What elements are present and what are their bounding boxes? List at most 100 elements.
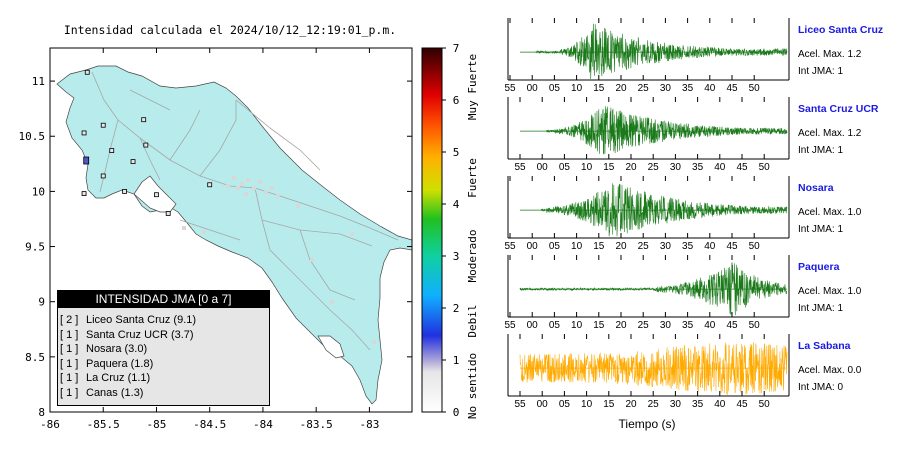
time-tick-label: 45 (736, 162, 748, 173)
legend-level: [ 1 ] (60, 328, 79, 341)
map-title: Intensidad calculada el 2024/10/12_12:19… (64, 23, 396, 37)
time-tick-label: 15 (593, 320, 605, 331)
golfo-dulce (317, 335, 345, 359)
waveform-panel: 55 00 05 10 15 20 25 30 35 40 45 50 Santa Cruz UCR Ac… (507, 97, 879, 173)
colorbar-gradient (421, 47, 443, 413)
intensity-legend (57, 290, 270, 406)
colorbar-tick-label: 0 (453, 406, 460, 419)
time-tick-label: 00 (537, 399, 549, 410)
time-tick-label: 50 (749, 241, 761, 252)
time-tick-label: 35 (682, 320, 694, 331)
int-jma: Int JMA: 1 (798, 303, 843, 314)
waveform-trace (535, 23, 788, 80)
colorbar-ticks: 0 1 2 3 4 5 6 7 (442, 42, 460, 419)
colorbar-tick-label: 2 (453, 302, 460, 315)
station-marker (207, 182, 213, 188)
time-tick-label: 15 (593, 83, 605, 94)
colorbar-category-label: Fuerte (466, 158, 479, 198)
colorbar-category-label: No sentido (466, 353, 479, 419)
station-name: Santa Cruz UCR (798, 103, 879, 115)
lon-tick-label: -84.5 (193, 418, 226, 431)
waveform-trace (546, 106, 788, 155)
time-tick-label: 40 (704, 320, 716, 331)
time-tick-label: 55 (504, 241, 516, 252)
time-axis-label: Tiempo (s) (619, 417, 676, 431)
time-tick-label: 10 (571, 83, 583, 94)
colorbar-tick-label: 1 (453, 354, 460, 367)
time-tick-label: 05 (559, 162, 571, 173)
legend-title: INTENSIDAD JMA [0 a 7] (57, 290, 270, 308)
lat-tick-label: 9.5 (25, 241, 45, 254)
lat-tick-label: 10.5 (19, 130, 46, 143)
station-marker (81, 130, 87, 136)
station-marker (83, 156, 90, 165)
waveform-panel: 55 00 05 10 15 20 25 30 35 40 45 50 Paquera Acel. Max… (504, 255, 862, 331)
time-tick-label: 30 (660, 320, 672, 331)
lat-tick-label: 8.5 (25, 351, 45, 364)
waveform-panel: 55 00 05 10 15 20 25 30 35 40 45 50 Nosara Acel. Max.… (504, 176, 862, 252)
legend-row: [ 2 ] Liceo Santa Cruz (9.1) (60, 313, 260, 328)
time-tick-label: 55 (504, 320, 516, 331)
time-tick-label: 45 (736, 399, 748, 410)
legend-station: Santa Cruz UCR (3.7) (86, 328, 194, 341)
station-marker (141, 117, 147, 123)
time-tick-label: 05 (559, 399, 571, 410)
waveform-panel: 55 00 05 10 15 20 25 30 35 40 45 50 La Sabana Acel. M… (507, 334, 862, 410)
colorbar-categories: No sentido Debil Moderado Fuerte Muy Fuerte (466, 54, 479, 419)
waveform-trace (541, 183, 788, 237)
station-name: Paquera (798, 261, 840, 273)
time-tick-label: 05 (549, 320, 561, 331)
colorbar-tick-label: 5 (453, 146, 460, 159)
time-tick-label: 40 (704, 83, 716, 94)
accel-max: Acel. Max. 1.2 (798, 49, 862, 60)
legend-level: [ 1 ] (60, 357, 79, 370)
colorbar-category-label: Debil (466, 304, 479, 337)
time-tick-label: 20 (615, 241, 627, 252)
time-tick-label: 00 (527, 241, 539, 252)
time-tick-label: 00 (527, 320, 539, 331)
station-name: La Sabana (798, 340, 851, 352)
int-jma: Int JMA: 1 (798, 66, 843, 77)
legend-level: [ 1 ] (60, 386, 79, 399)
accel-max: Acel. Max. 1.0 (798, 286, 862, 297)
lon-tick-label: -83 (359, 418, 379, 431)
time-tick-label: 05 (549, 241, 561, 252)
time-tick-label: 25 (638, 83, 650, 94)
lat-tick-label: 8 (38, 406, 45, 419)
int-jma: Int JMA: 1 (798, 224, 843, 235)
time-tick-label: 10 (571, 241, 583, 252)
colorbar: 0 1 2 3 4 5 6 7 No sentido Debil Moderado Fuerte Mu… (421, 42, 479, 419)
legend-level: [ 1 ] (60, 372, 79, 385)
station-name: Nosara (798, 182, 834, 194)
time-tick-label: 30 (670, 399, 682, 410)
legend-station: La Cruz (1.1) (86, 372, 151, 385)
time-tick-label: 35 (682, 83, 694, 94)
map-axes: -86 -85.5 -85 -84.5 -84 -83.5 -83 11 10.5 10 9.5 9 8… (19, 48, 412, 431)
time-tick-label: 55 (504, 83, 516, 94)
time-tick-label: 20 (625, 162, 637, 173)
time-tick-label: 10 (581, 399, 593, 410)
station-marker (100, 173, 106, 179)
map-frame (49, 47, 413, 413)
station-marker (109, 148, 115, 153)
colorbar-tick-label: 6 (453, 94, 460, 107)
time-tick-label: 20 (625, 399, 637, 410)
time-tick-label: 20 (615, 83, 627, 94)
time-tick-label: 25 (638, 320, 650, 331)
time-tick-label: 30 (660, 241, 672, 252)
station-name: Liceo Santa Cruz (798, 24, 883, 36)
legend-row: [ 1 ] Santa Cruz UCR (3.7) (60, 328, 260, 343)
time-tick-label: 50 (749, 83, 761, 94)
waveform-trace (519, 342, 788, 395)
time-tick-label: 40 (714, 162, 726, 173)
accel-max: Acel. Max. 1.2 (798, 128, 862, 139)
legend-station: Liceo Santa Cruz (9.1) (86, 314, 197, 326)
station-marker (81, 191, 87, 197)
colorbar-tick-label: 4 (453, 198, 460, 211)
lon-tick-label: -85 (147, 418, 167, 431)
station-marker (130, 159, 136, 165)
accel-max: Acel. Max. 1.0 (798, 207, 862, 218)
lat-tick-label: 11 (32, 75, 45, 88)
time-tick-label: 50 (749, 320, 761, 331)
legend-row: [ 1 ] Canas (1.3) (60, 386, 260, 401)
